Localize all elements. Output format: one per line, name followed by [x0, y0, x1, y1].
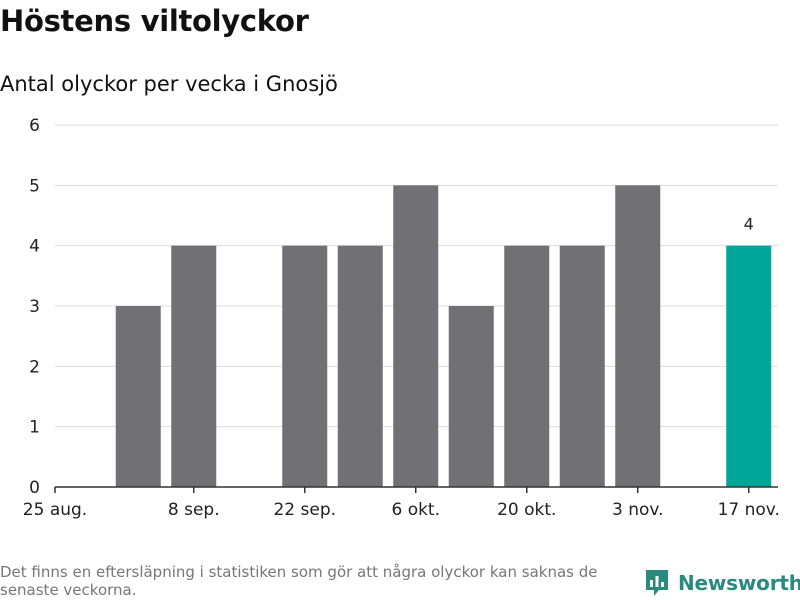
- x-tick-label: 8 sep.: [168, 500, 220, 520]
- bar-6-okt: [393, 185, 439, 488]
- y-tick-label: 1: [29, 418, 40, 438]
- bar-27-okt: [559, 245, 605, 487]
- bar-chart: 0 1 2 3 4 5 6 4 25 aug. 8 sep. 22 sep. 6 okt. 20 okt…: [23, 116, 780, 520]
- chart-title: Höstens viltolyckor: [0, 4, 309, 38]
- x-tick-label: 22 sep.: [273, 500, 336, 520]
- bar-29-sep: [337, 245, 383, 487]
- axes: 0 1 2 3 4 5 6 4 25 aug. 8 sep. 22 sep. 6 okt. 20 okt…: [23, 116, 780, 520]
- bar-1-sep: [115, 306, 161, 487]
- bar-8-sep: [171, 245, 217, 487]
- bars: [115, 185, 772, 488]
- bar-22-sep: [282, 245, 328, 487]
- y-tick-label: 5: [29, 176, 40, 196]
- y-tick-label: 0: [29, 478, 40, 498]
- newsworthy-logo-icon: [646, 570, 668, 596]
- y-tick-label: 3: [29, 297, 40, 317]
- x-tick-label: 6 okt.: [391, 500, 440, 520]
- y-tick-label: 4: [29, 237, 40, 257]
- x-tick-label: 17 nov.: [718, 500, 780, 520]
- y-tick-label: 6: [29, 116, 40, 136]
- bar-3-nov: [615, 185, 661, 488]
- highlight-data-label: 4: [744, 215, 754, 234]
- y-tick-label: 2: [29, 357, 40, 377]
- chart-subtitle: Antal olyckor per vecka i Gnosjö: [0, 72, 338, 96]
- brand-name: Newsworthy: [678, 571, 800, 595]
- brand-logo: Newsworthy: [644, 568, 800, 598]
- footnote: Det finns en eftersläpning i statistiken…: [0, 563, 598, 599]
- bar-17-nov: [726, 245, 772, 487]
- x-tick-label: 3 nov.: [612, 500, 664, 520]
- x-tick-label: 20 okt.: [497, 500, 556, 520]
- bar-20-okt: [504, 245, 550, 487]
- x-tick-label: 25 aug.: [23, 500, 87, 520]
- bar-13-okt: [448, 306, 494, 487]
